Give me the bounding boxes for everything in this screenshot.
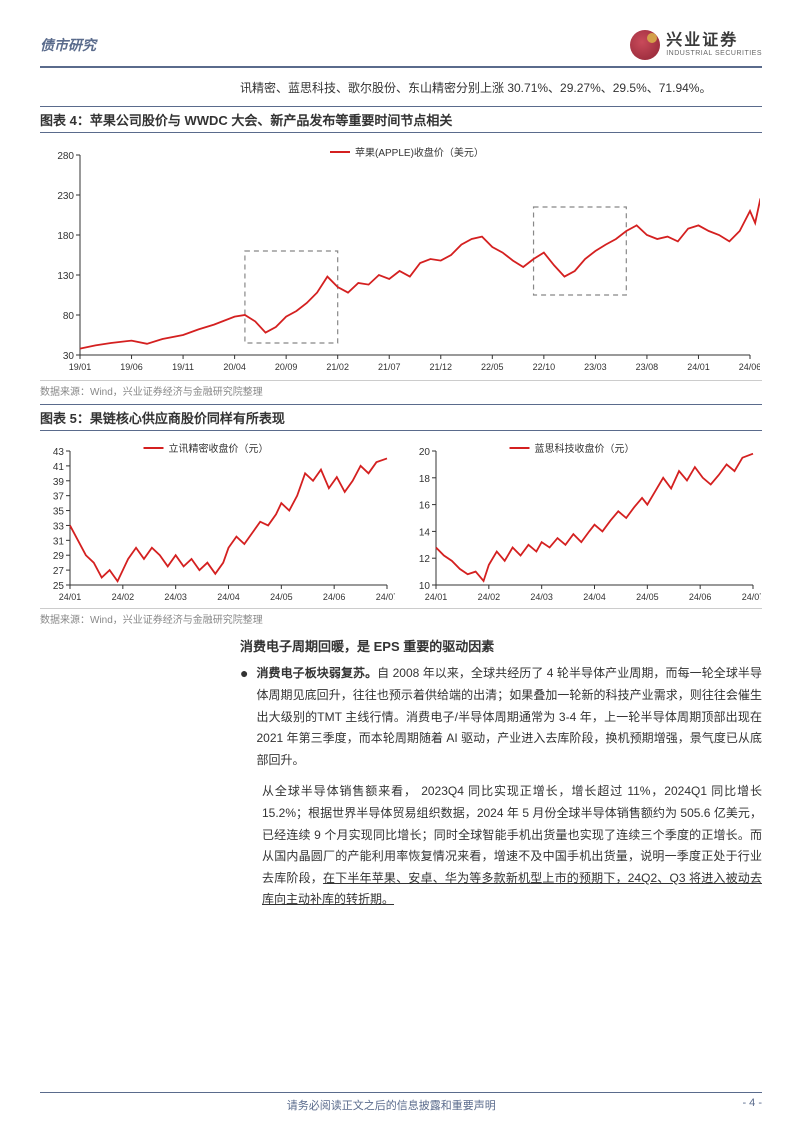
svg-text:230: 230 bbox=[57, 191, 74, 202]
svg-text:80: 80 bbox=[63, 311, 75, 322]
svg-text:280: 280 bbox=[57, 151, 74, 162]
chart5-title: 图表 5：果链核心供应商股价同样有所表现 bbox=[40, 404, 762, 431]
para2-underline: 在下半年苹果、安卓、华为等多款新机型上市的预期下，24Q2、Q3 将进入被动去库… bbox=[262, 871, 762, 907]
svg-text:16: 16 bbox=[419, 501, 431, 512]
para2: 从全球半导体销售额来看， 2023Q4 同比实现正增长，增长超过 11%，202… bbox=[262, 781, 762, 911]
svg-text:130: 130 bbox=[57, 271, 74, 282]
section-heading: 消费电子周期回暖，是 EPS 重要的驱动因素 bbox=[240, 636, 762, 655]
logo-en: INDUSTRIAL SECURITIES bbox=[666, 50, 762, 58]
svg-text:20: 20 bbox=[419, 447, 431, 458]
svg-text:19/11: 19/11 bbox=[172, 362, 194, 372]
header-category: 债市研究 bbox=[40, 35, 96, 55]
svg-text:30: 30 bbox=[63, 351, 75, 362]
svg-text:19/01: 19/01 bbox=[69, 362, 92, 372]
chart5-container: 25 27 29 31 33 35 37 39 41 43 24/01 24/02 24/03 24/04… bbox=[40, 435, 762, 608]
svg-text:35: 35 bbox=[53, 507, 65, 518]
svg-text:21/07: 21/07 bbox=[378, 362, 401, 372]
logo-cn: 兴业证券 bbox=[666, 32, 762, 50]
svg-text:24/03: 24/03 bbox=[164, 592, 187, 602]
svg-text:41: 41 bbox=[53, 462, 65, 473]
svg-text:24/01: 24/01 bbox=[59, 592, 82, 602]
svg-text:21/02: 21/02 bbox=[326, 362, 349, 372]
svg-text:180: 180 bbox=[57, 231, 74, 242]
footer-disclaimer: 请务必阅读正文之后的信息披露和重要声明 bbox=[40, 1097, 742, 1113]
svg-text:24/02: 24/02 bbox=[112, 592, 135, 602]
para1-text: 自 2008 年以来，全球共经历了 4 轮半导体产业周期，而每一轮全球半导体周期… bbox=[256, 666, 762, 766]
svg-text:21/12: 21/12 bbox=[430, 362, 453, 372]
svg-text:25: 25 bbox=[53, 581, 65, 592]
svg-text:23/08: 23/08 bbox=[636, 362, 659, 372]
logo-icon bbox=[630, 30, 660, 60]
svg-text:24/04: 24/04 bbox=[583, 592, 606, 602]
para1: 消费电子板块弱复苏。自 2008 年以来，全球共经历了 4 轮半导体产业周期，而… bbox=[256, 663, 762, 771]
svg-text:33: 33 bbox=[53, 522, 65, 533]
svg-text:24/01: 24/01 bbox=[687, 362, 710, 372]
svg-text:24/01: 24/01 bbox=[425, 592, 448, 602]
page-header: 债市研究 兴业证券 INDUSTRIAL SECURITIES bbox=[40, 30, 762, 68]
chart5-right-svg: 10 12 14 16 18 20 24/01 24/02 24/03 24/04 24/05 24/… bbox=[406, 435, 761, 605]
footer-page: - 4 - bbox=[742, 1097, 762, 1113]
svg-text:24/05: 24/05 bbox=[636, 592, 659, 602]
chart5-left-svg: 25 27 29 31 33 35 37 39 41 43 24/01 24/02 24/03 24/04… bbox=[40, 435, 395, 605]
para2-a: 从全球半导体销售额来看， 2023Q4 同比实现正增长，增长超过 11%，202… bbox=[262, 784, 762, 884]
svg-text:20/04: 20/04 bbox=[223, 362, 246, 372]
chart4-svg: 30 80 130 180 230 280 19/01 19/06 19/11 20/04 20/0… bbox=[40, 137, 760, 377]
svg-text:37: 37 bbox=[53, 492, 65, 503]
svg-text:24/07: 24/07 bbox=[742, 592, 761, 602]
svg-text:27: 27 bbox=[53, 567, 65, 578]
chart4-title: 图表 4：苹果公司股价与 WWDC 大会、新产品发布等重要时间节点相关 bbox=[40, 106, 762, 133]
svg-text:24/03: 24/03 bbox=[530, 592, 553, 602]
svg-text:12: 12 bbox=[419, 555, 431, 566]
svg-text:24/06: 24/06 bbox=[689, 592, 712, 602]
svg-text:24/06: 24/06 bbox=[323, 592, 346, 602]
body-section: 消费电子周期回暖，是 EPS 重要的驱动因素 ● 消费电子板块弱复苏。自 200… bbox=[240, 636, 762, 911]
svg-text:43: 43 bbox=[53, 447, 65, 458]
svg-text:蓝思科技收盘价（元）: 蓝思科技收盘价（元） bbox=[535, 442, 635, 455]
svg-text:20/09: 20/09 bbox=[275, 362, 298, 372]
svg-text:18: 18 bbox=[419, 474, 431, 485]
svg-text:立讯精密收盘价（元）: 立讯精密收盘价（元） bbox=[169, 442, 269, 455]
page-footer: 请务必阅读正文之后的信息披露和重要声明 - 4 - bbox=[40, 1092, 762, 1113]
chart4-source: 数据来源：Wind，兴业证券经济与金融研究院整理 bbox=[40, 380, 762, 398]
svg-text:苹果(APPLE)收盘价（美元）: 苹果(APPLE)收盘价（美元） bbox=[355, 146, 484, 159]
svg-text:39: 39 bbox=[53, 477, 65, 488]
svg-text:29: 29 bbox=[53, 552, 65, 563]
svg-text:10: 10 bbox=[419, 581, 431, 592]
intro-text: 讯精密、蓝思科技、歌尔股份、东山精密分别上涨 30.71%、29.27%、29.… bbox=[240, 78, 762, 98]
svg-text:22/05: 22/05 bbox=[481, 362, 504, 372]
svg-text:23/03: 23/03 bbox=[584, 362, 607, 372]
bullet-icon: ● bbox=[240, 663, 248, 771]
svg-text:31: 31 bbox=[53, 537, 65, 548]
svg-text:24/02: 24/02 bbox=[478, 592, 501, 602]
svg-text:22/10: 22/10 bbox=[533, 362, 556, 372]
para1-lead: 消费电子板块弱复苏。 bbox=[256, 666, 377, 680]
svg-text:24/04: 24/04 bbox=[217, 592, 240, 602]
chart5-source: 数据来源：Wind，兴业证券经济与金融研究院整理 bbox=[40, 608, 762, 626]
svg-text:19/06: 19/06 bbox=[120, 362, 143, 372]
chart4-container: 30 80 130 180 230 280 19/01 19/06 19/11 20/04 20/0… bbox=[40, 137, 762, 380]
svg-text:14: 14 bbox=[419, 528, 431, 539]
svg-text:24/05: 24/05 bbox=[270, 592, 293, 602]
svg-text:24/06: 24/06 bbox=[739, 362, 760, 372]
svg-text:24/07: 24/07 bbox=[376, 592, 395, 602]
company-logo: 兴业证券 INDUSTRIAL SECURITIES bbox=[630, 30, 762, 60]
